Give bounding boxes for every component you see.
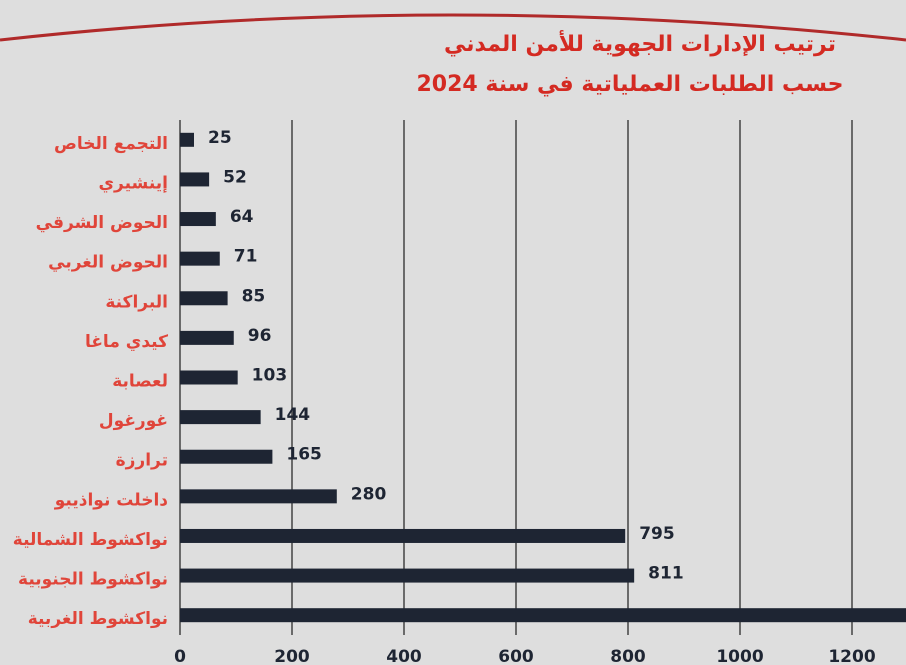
y-tick-label: نواكشوط الجنوبية (18, 570, 168, 590)
bar (180, 449, 273, 464)
bar (180, 608, 906, 623)
data-label: 795 (639, 524, 675, 544)
x-tick-label: 1000 (716, 647, 763, 665)
data-label: 71 (234, 247, 258, 267)
y-tick-label: البراكنة (105, 292, 168, 312)
y-tick-label: نواكشوط الغربية (28, 609, 168, 629)
y-tick-label: غورغول (99, 411, 168, 431)
y-tick-label: نواكشوط الشمالية (13, 530, 168, 550)
x-tick-label: 600 (498, 647, 534, 665)
data-label: 811 (648, 564, 684, 584)
bar (180, 172, 210, 187)
y-tick-label: لعصابة (112, 372, 168, 392)
y-tick-label: داخلت نواذيبو (54, 490, 169, 510)
data-label: 64 (230, 207, 254, 227)
bar (180, 251, 220, 266)
data-label: 25 (208, 128, 232, 148)
bar (180, 132, 194, 147)
data-label: 52 (223, 167, 247, 187)
bar (180, 330, 234, 345)
bar (180, 291, 228, 306)
x-tick-label: 800 (610, 647, 646, 665)
bar (180, 370, 238, 385)
bar (180, 212, 216, 227)
chart-subtitle: حسب الطلبات العملياتية في سنة 2024 (416, 72, 843, 97)
data-label: 280 (351, 484, 387, 504)
data-label: 96 (248, 326, 272, 346)
bar (180, 568, 635, 583)
x-tick-label: 200 (274, 647, 310, 665)
data-label: 144 (275, 405, 311, 425)
x-tick-label: 400 (386, 647, 422, 665)
y-tick-label: التجمع الخاص (54, 134, 168, 154)
data-label: 165 (286, 445, 322, 465)
y-tick-label: الحوض الشرقي (36, 213, 168, 233)
data-label: 103 (252, 366, 288, 386)
bar (180, 528, 626, 543)
decor-line (0, 13, 906, 42)
y-tick-label: ترارزة (116, 451, 168, 471)
data-label: 85 (242, 286, 266, 306)
x-tick-label: 0 (174, 647, 186, 665)
y-tick-label: كيدي ماغا (85, 332, 168, 352)
y-tick-label: الحوض الغربي (48, 253, 168, 273)
y-tick-label: إينشيري (98, 173, 168, 193)
chart-title: ترتيب الإدارات الجهوية للأمن المدني (444, 29, 836, 57)
bar (180, 489, 337, 504)
bar (180, 410, 261, 425)
x-tick-label: 1200 (828, 647, 875, 665)
